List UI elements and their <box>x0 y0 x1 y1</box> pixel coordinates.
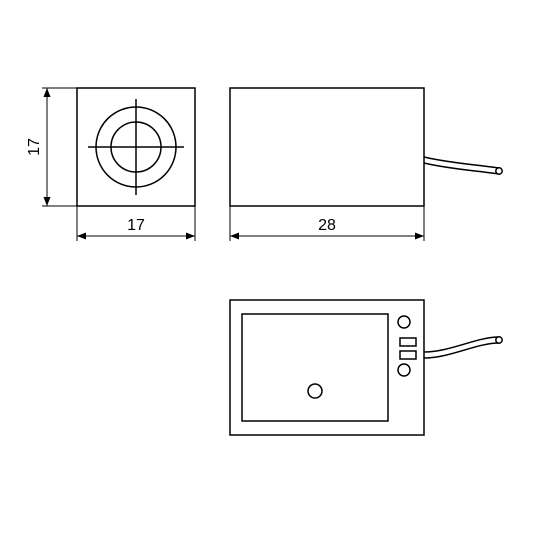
top-view <box>230 300 424 435</box>
svg-text:17: 17 <box>26 138 43 156</box>
side-view <box>230 88 424 206</box>
svg-text:17: 17 <box>127 217 145 234</box>
svg-text:28: 28 <box>318 217 336 234</box>
